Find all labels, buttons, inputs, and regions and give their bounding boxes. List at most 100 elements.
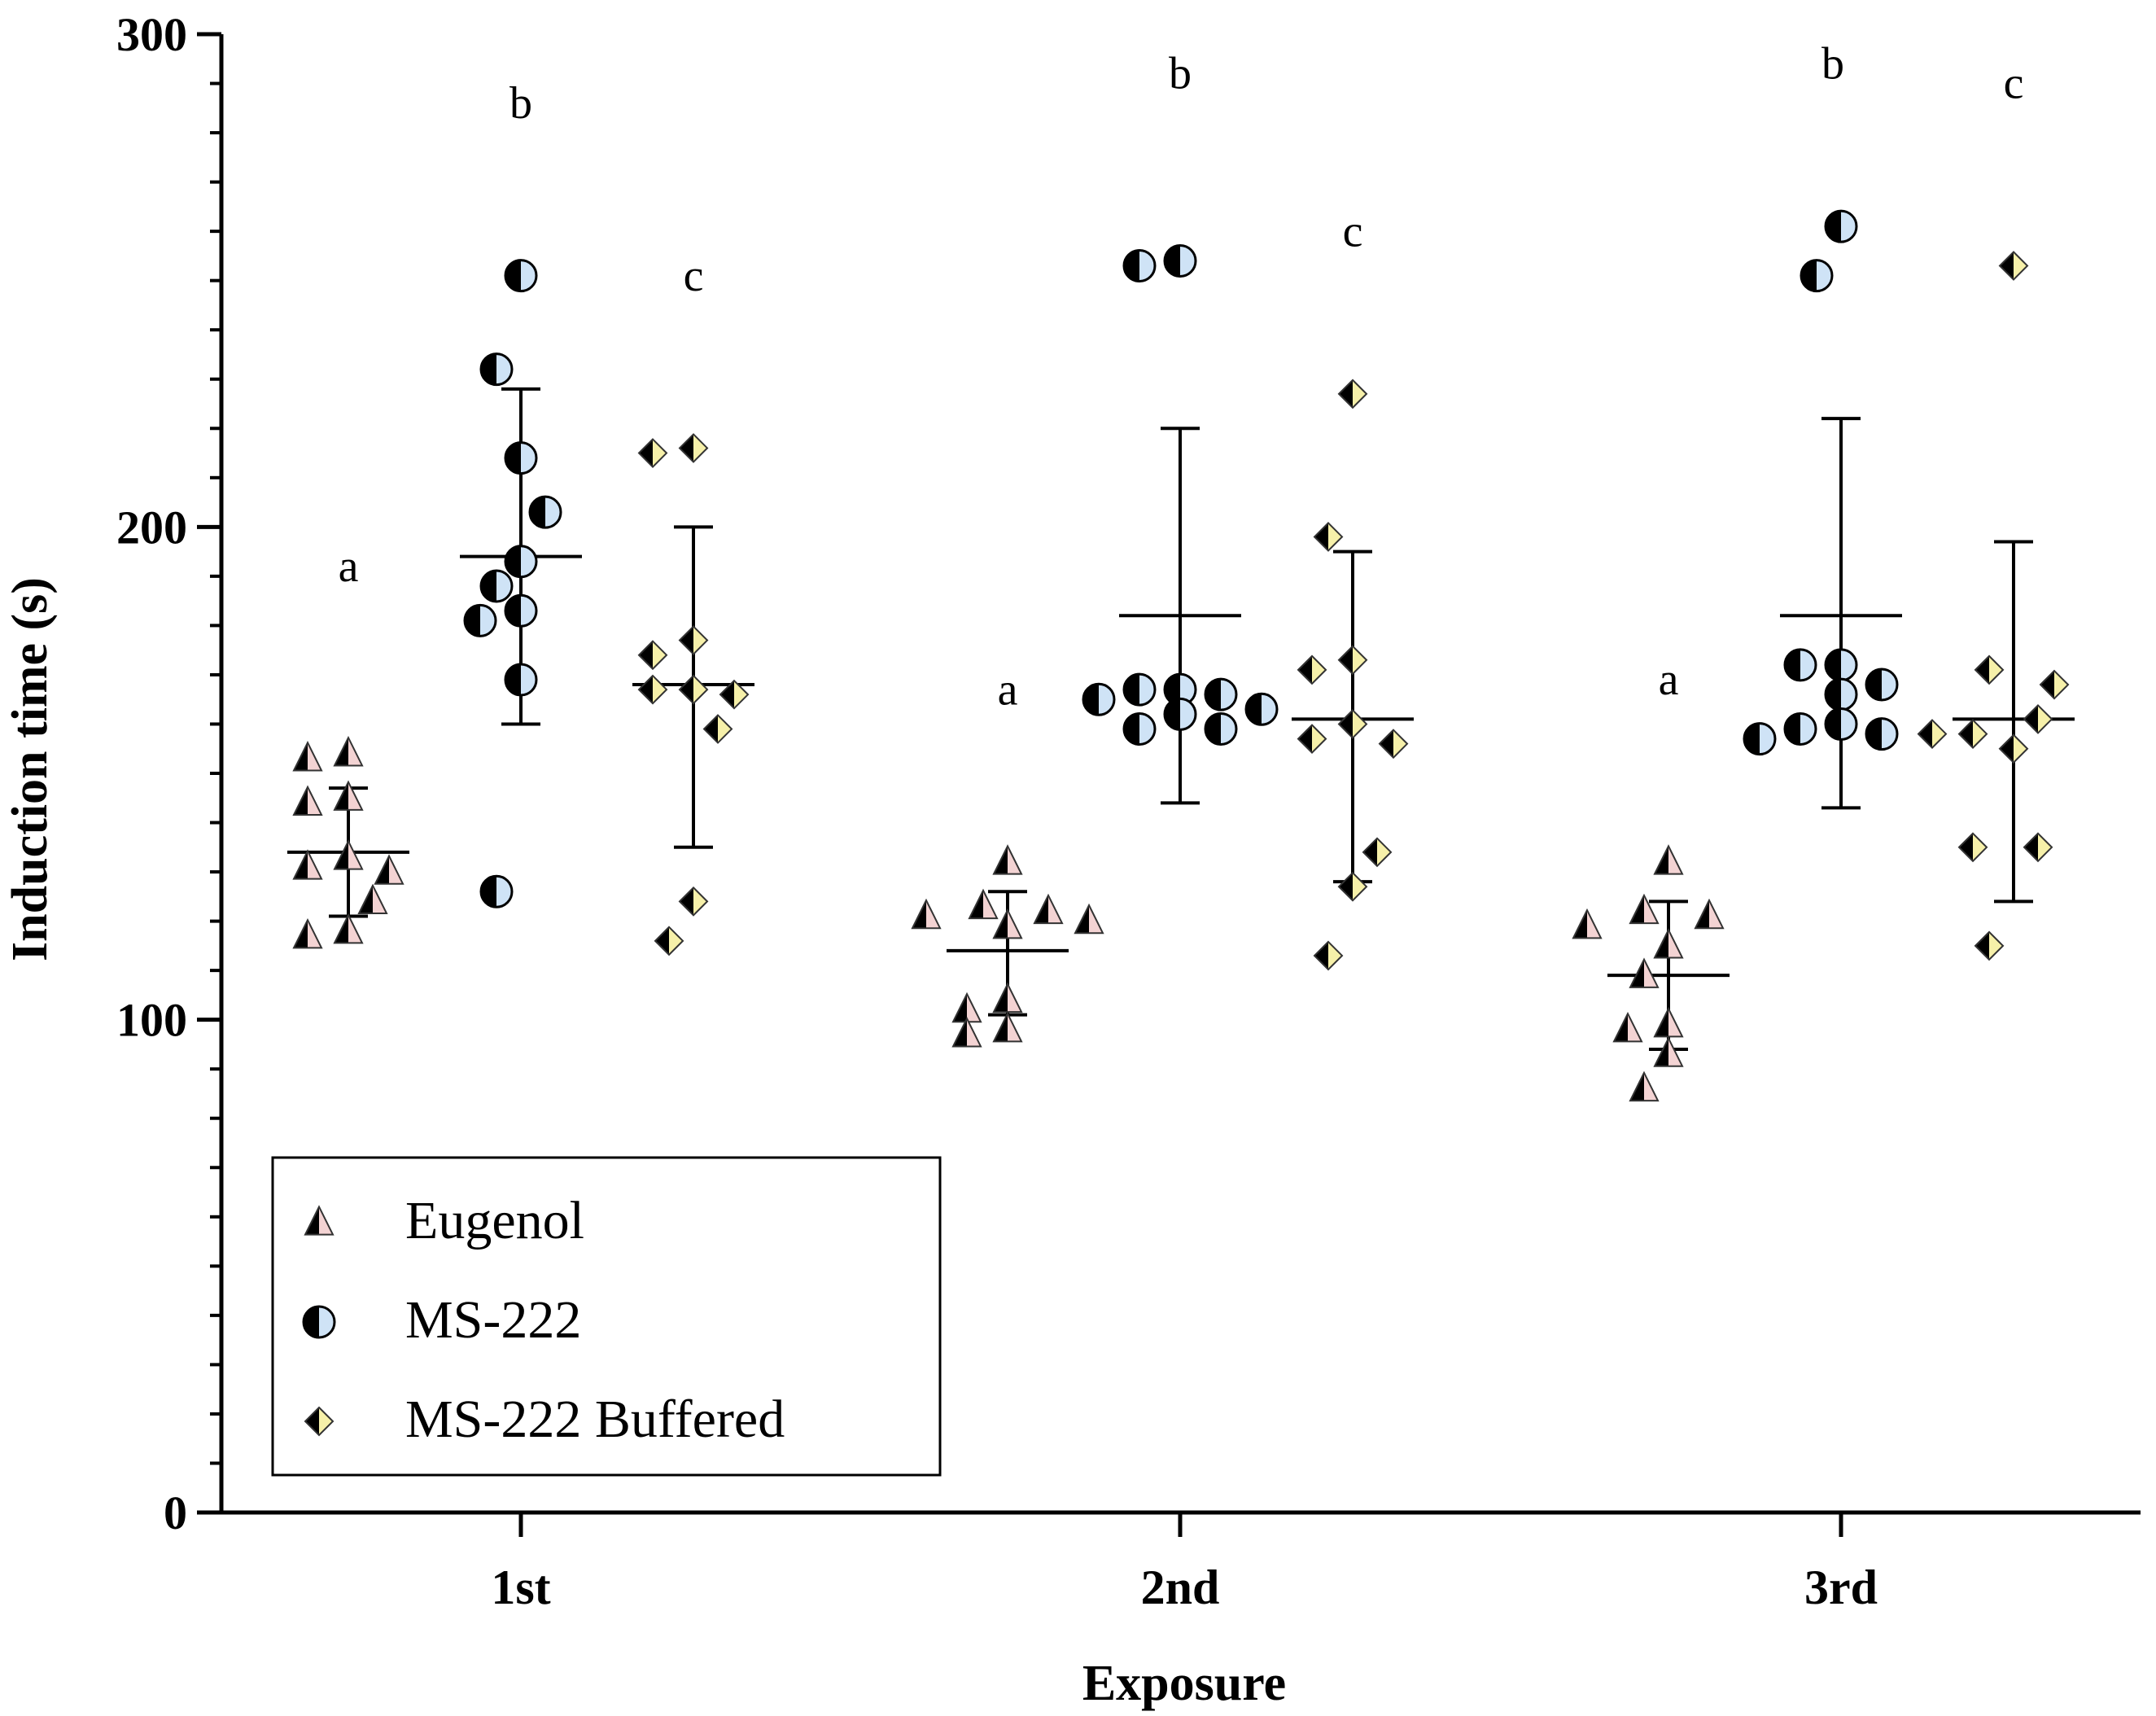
marker-dark-half xyxy=(1866,718,1882,750)
data-point xyxy=(2039,669,2070,700)
data-point xyxy=(1337,709,1368,739)
marker-light-half xyxy=(734,681,748,709)
marker-outline xyxy=(1337,709,1368,739)
marker-dark-half xyxy=(2000,734,2014,763)
marker-outline xyxy=(1244,692,1279,726)
data-point xyxy=(1337,645,1368,676)
marker-dark-half xyxy=(1314,523,1328,551)
marker-light-half xyxy=(319,1307,335,1337)
significance-letter: b xyxy=(1821,38,1844,89)
marker-dark-half xyxy=(505,260,521,291)
data-point xyxy=(1998,251,2029,281)
significance-letters: a a a b b b c c c xyxy=(339,38,2024,715)
marker-light-half xyxy=(1377,838,1391,866)
marker-dark-half xyxy=(481,353,496,385)
marker-outline xyxy=(1998,733,2029,764)
marker-light-half xyxy=(2054,671,2068,699)
marker-light-half xyxy=(1180,245,1196,277)
marker-outline xyxy=(1653,844,1684,875)
data-point xyxy=(357,883,388,915)
data-point xyxy=(951,1017,982,1048)
marker-dark-half xyxy=(680,434,693,462)
data-point xyxy=(654,926,684,956)
marker-light-half xyxy=(1973,720,1987,748)
marker-light-half xyxy=(1139,250,1155,282)
marker-outline xyxy=(702,714,733,744)
marker-light-half xyxy=(1841,211,1856,243)
marker-dark-half xyxy=(505,663,521,695)
marker-dark-half xyxy=(1826,679,1841,711)
marker-outline xyxy=(479,569,514,603)
marker-dark-half xyxy=(1826,708,1841,740)
legend-label-eugenol: Eugenol xyxy=(405,1191,584,1250)
marker-light-half xyxy=(1099,684,1115,716)
marker-light-half xyxy=(1139,674,1155,706)
marker-outline xyxy=(479,874,514,908)
marker-light-half xyxy=(1932,720,1946,748)
marker-dark-half xyxy=(1826,211,1841,243)
marker-light-half xyxy=(693,676,707,704)
marker-outline xyxy=(1337,871,1368,902)
data-point xyxy=(1122,712,1157,746)
data-point xyxy=(1653,844,1684,875)
data-point xyxy=(1865,717,1899,751)
marker-outline xyxy=(1824,209,1858,243)
data-point xyxy=(1974,654,2005,685)
legend-label-ms222: MS-222 xyxy=(405,1290,581,1350)
significance-letter: a xyxy=(1659,654,1679,705)
data-point xyxy=(1163,697,1197,731)
data-point xyxy=(719,679,750,710)
data-point xyxy=(2023,832,2053,863)
data-point xyxy=(637,674,668,705)
marker-outline xyxy=(637,640,668,671)
marker-light-half xyxy=(1393,729,1407,758)
x-tick-label: 1st xyxy=(491,1561,550,1614)
significance-letter: c xyxy=(1343,206,1363,256)
marker-outline xyxy=(951,1017,982,1048)
marker-outline xyxy=(992,1011,1023,1043)
marker-outline xyxy=(1629,893,1660,925)
marker-light-half xyxy=(693,434,707,462)
data-point xyxy=(1694,898,1725,930)
marker-light-half xyxy=(496,570,512,602)
marker-outline xyxy=(1865,668,1899,702)
marker-dark-half xyxy=(530,497,545,528)
data-point xyxy=(528,495,562,529)
significance-letter: c xyxy=(2004,59,2024,109)
marker-light-half xyxy=(545,497,561,528)
marker-light-half xyxy=(1817,260,1832,291)
marker-outline xyxy=(1974,654,2005,685)
marker-outline xyxy=(1082,682,1116,716)
marker-light-half xyxy=(1353,379,1367,408)
marker-outline xyxy=(992,908,1023,939)
marker-dark-half xyxy=(1801,260,1817,291)
marker-light-half xyxy=(1353,873,1367,901)
data-point xyxy=(678,625,709,655)
marker-dark-half xyxy=(1363,838,1377,866)
marker-dark-half xyxy=(1124,250,1139,282)
data-point xyxy=(1163,243,1197,278)
data-point xyxy=(292,741,323,772)
y-tick-label: 100 xyxy=(116,994,187,1047)
marker-outline xyxy=(1572,908,1603,939)
data-point xyxy=(1783,712,1817,746)
marker-outline xyxy=(678,433,709,463)
marker-outline xyxy=(1653,1036,1684,1067)
marker-light-half xyxy=(669,926,683,955)
data-point xyxy=(333,780,364,811)
data-point xyxy=(292,785,323,816)
marker-light-half xyxy=(1262,694,1277,725)
marker-light-half xyxy=(693,626,707,654)
marker-outline xyxy=(333,735,364,767)
marker-dark-half xyxy=(465,605,480,637)
marker-light-half xyxy=(521,663,536,695)
marker-light-half xyxy=(1989,931,2003,960)
data-point xyxy=(479,352,514,387)
marker-outline xyxy=(528,495,562,529)
axes: 0 100 200 300 1st 2nd 3rd xyxy=(116,8,2141,1614)
marker-light-half xyxy=(1139,713,1155,745)
data-point xyxy=(1204,712,1238,746)
data-point xyxy=(1074,903,1104,935)
marker-dark-half xyxy=(1298,724,1312,753)
